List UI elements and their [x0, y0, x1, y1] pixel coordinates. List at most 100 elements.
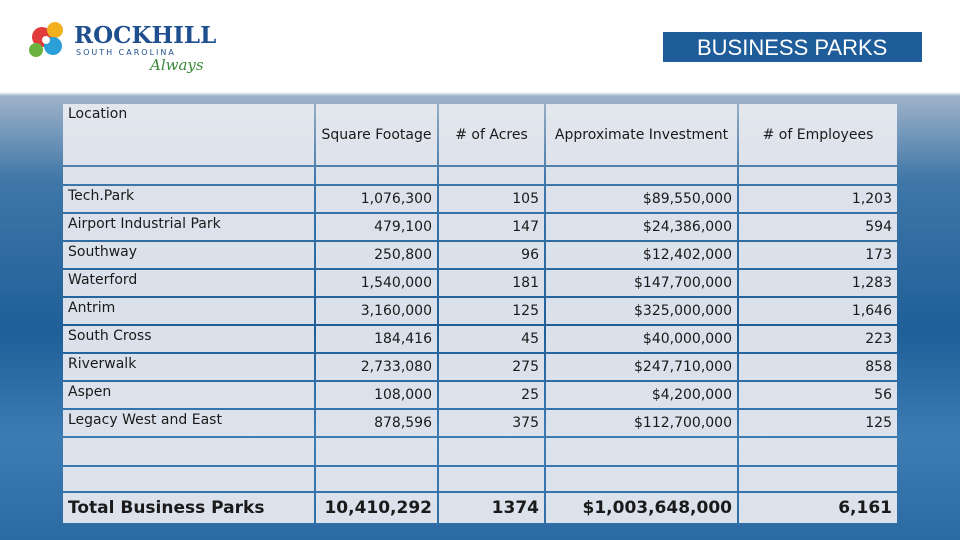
- table-cell: 1,203: [739, 186, 897, 212]
- table-cell: 594: [739, 214, 897, 240]
- table-cell: $12,402,000: [546, 242, 737, 268]
- table-cell: 184,416: [316, 326, 437, 352]
- cell-text: $24,386,000: [642, 219, 732, 235]
- column-header: # of Acres: [439, 104, 544, 165]
- cell-text: $4,200,000: [651, 387, 732, 403]
- table-cell: 250,800: [316, 242, 437, 268]
- row-label: Antrim: [63, 298, 314, 324]
- cell-text: South Cross: [68, 328, 152, 344]
- table-cell: 1,283: [739, 270, 897, 296]
- table-cell: 3,160,000: [316, 298, 437, 324]
- cell-text: 1,646: [851, 303, 892, 319]
- table-cell: $247,710,000: [546, 354, 737, 380]
- table-cell: 125: [439, 298, 544, 324]
- row-label: Riverwalk: [63, 354, 314, 380]
- empty-cell: [739, 467, 897, 491]
- logo-tagline: Always: [148, 56, 204, 74]
- table-cell: 1,540,000: [316, 270, 437, 296]
- logo: ROCKHILL SOUTH CAROLINA Always: [29, 22, 216, 74]
- row-label: Waterford: [63, 270, 314, 296]
- table-cell: 108,000: [316, 382, 437, 408]
- column-header: Square Footage: [316, 104, 437, 165]
- cell-text: $247,710,000: [634, 359, 732, 375]
- empty-cell: [739, 438, 897, 465]
- cell-text: 125: [865, 415, 892, 431]
- table-cell: 96: [439, 242, 544, 268]
- table-cell: 147: [439, 214, 544, 240]
- empty-cell: [546, 467, 737, 491]
- table-cell: 1,076,300: [316, 186, 437, 212]
- table-cell: $89,550,000: [546, 186, 737, 212]
- cell-text: Aspen: [68, 384, 112, 400]
- empty-cell: [316, 438, 437, 465]
- cell-text: 250,800: [374, 247, 432, 263]
- column-header: Approximate Investment: [546, 104, 737, 165]
- table-cell: 223: [739, 326, 897, 352]
- total-cell: 6,161: [739, 493, 897, 523]
- cell-text: Total Business Parks: [68, 498, 265, 518]
- cell-text: $12,402,000: [642, 247, 732, 263]
- cell-text: 479,100: [374, 219, 432, 235]
- title-box: BUSINESS PARKS: [663, 32, 922, 62]
- cell-text: 108,000: [374, 387, 432, 403]
- table-cell: 479,100: [316, 214, 437, 240]
- row-label: Southway: [63, 242, 314, 268]
- table-cell: 858: [739, 354, 897, 380]
- empty-cell: [63, 438, 314, 465]
- cell-text: 2,733,080: [360, 359, 432, 375]
- table-cell: 125: [739, 410, 897, 436]
- cell-text: $112,700,000: [634, 415, 732, 431]
- cell-text: 10,410,292: [324, 498, 432, 518]
- table-cell: $112,700,000: [546, 410, 737, 436]
- cell-text: Approximate Investment: [554, 126, 729, 143]
- cell-text: $325,000,000: [634, 303, 732, 319]
- table-cell: $40,000,000: [546, 326, 737, 352]
- row-label: Airport Industrial Park: [63, 214, 314, 240]
- cell-text: 594: [865, 219, 892, 235]
- row-label: Tech.Park: [63, 186, 314, 212]
- cell-text: 1,540,000: [360, 275, 432, 291]
- cell-text: 1,283: [851, 275, 892, 291]
- table-cell: $4,200,000: [546, 382, 737, 408]
- cell-text: Tech.Park: [68, 188, 135, 204]
- table-cell: $325,000,000: [546, 298, 737, 324]
- logo-name: ROCKHILL: [74, 22, 216, 49]
- table-cell: 25: [439, 382, 544, 408]
- cell-text: 1,076,300: [360, 191, 432, 207]
- column-header: # of Employees: [739, 104, 897, 165]
- cell-text: 147: [512, 219, 539, 235]
- total-label: Total Business Parks: [63, 493, 314, 523]
- spacer-cell: [546, 167, 737, 184]
- cell-text: 173: [865, 247, 892, 263]
- cell-text: 3,160,000: [360, 303, 432, 319]
- cell-text: 45: [521, 331, 539, 347]
- table-cell: 2,733,080: [316, 354, 437, 380]
- row-label: Legacy West and East: [63, 410, 314, 436]
- cell-text: # of Employees: [762, 126, 874, 143]
- table-cell: 1,646: [739, 298, 897, 324]
- empty-cell: [439, 438, 544, 465]
- cell-text: $1,003,648,000: [582, 498, 733, 518]
- cell-text: 223: [865, 331, 892, 347]
- logo-mark: [42, 36, 50, 44]
- logo-mark: [47, 22, 63, 38]
- cell-text: 25: [521, 387, 539, 403]
- cell-text: 96: [521, 247, 539, 263]
- logo-mark: [29, 43, 43, 57]
- logo-state: SOUTH CAROLINA: [76, 48, 176, 57]
- spacer-cell: [63, 167, 314, 184]
- cell-text: Antrim: [68, 300, 116, 316]
- cell-text: $147,700,000: [634, 275, 732, 291]
- table-cell: 878,596: [316, 410, 437, 436]
- cell-text: 1374: [491, 498, 539, 518]
- total-cell: 1374: [439, 493, 544, 523]
- cell-text: 858: [865, 359, 892, 375]
- cell-text: Square Footage: [321, 126, 432, 143]
- cell-text: 275: [512, 359, 539, 375]
- total-cell: $1,003,648,000: [546, 493, 737, 523]
- cell-text: Location: [68, 106, 128, 122]
- spacer-cell: [739, 167, 897, 184]
- table-cell: 45: [439, 326, 544, 352]
- cell-text: # of Acres: [455, 126, 528, 143]
